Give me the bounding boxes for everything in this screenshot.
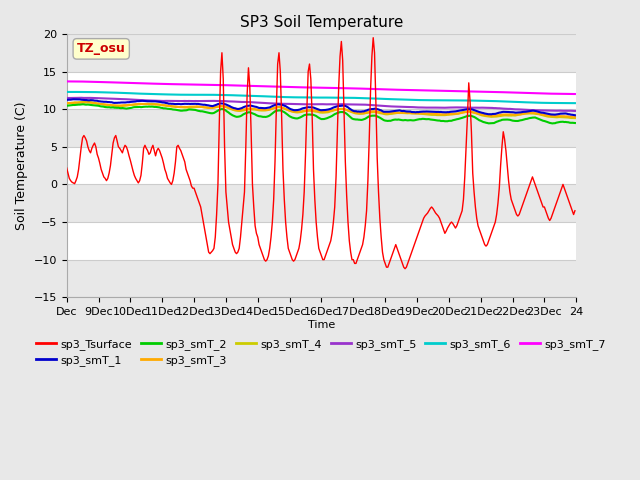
Legend: sp3_Tsurface, sp3_smT_1, sp3_smT_2, sp3_smT_3, sp3_smT_4, sp3_smT_5, sp3_smT_6, : sp3_Tsurface, sp3_smT_1, sp3_smT_2, sp3_…	[31, 335, 611, 371]
X-axis label: Time: Time	[308, 320, 335, 330]
Bar	[67, 184, 576, 222]
Bar	[67, 34, 576, 72]
Bar	[67, 260, 576, 297]
Y-axis label: Soil Temperature (C): Soil Temperature (C)	[15, 101, 28, 230]
Bar	[67, 109, 576, 147]
Text: TZ_osu: TZ_osu	[77, 42, 125, 55]
Title: SP3 Soil Temperature: SP3 Soil Temperature	[240, 15, 403, 30]
